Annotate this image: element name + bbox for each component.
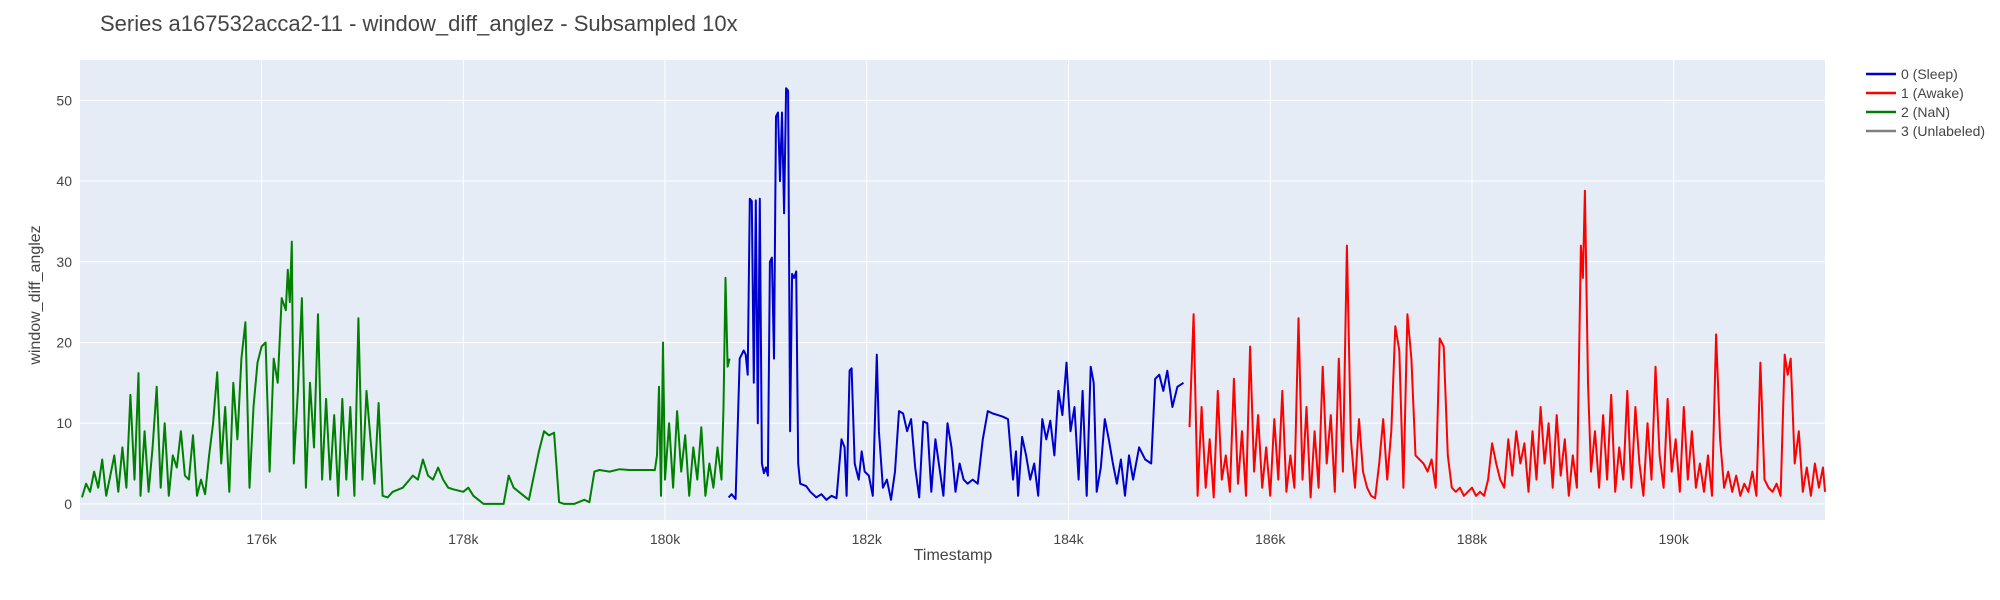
x-tick-label: 180k (650, 531, 681, 547)
x-axis: 176k 178k 180k 182k 184k 186k 188k 190k (246, 531, 1689, 547)
legend-item-1[interactable]: 1 (Awake) (1866, 85, 1964, 101)
legend[interactable]: 0 (Sleep) 1 (Awake) 2 (NaN) 3 (Unlabeled) (1866, 66, 1985, 139)
y-tick-label: 30 (56, 254, 72, 270)
series-line-1 (1188, 189, 1826, 500)
y-axis-title: window_diff_anglez (27, 225, 44, 365)
y-tick-label: 0 (64, 496, 72, 512)
legend-label: 3 (Unlabeled) (1901, 123, 1985, 139)
x-tick-label: 184k (1053, 531, 1084, 547)
x-tick-label: 176k (246, 531, 277, 547)
x-gridlines (261, 60, 1675, 520)
legend-label: 1 (Awake) (1901, 85, 1964, 101)
y-tick-label: 40 (56, 173, 72, 189)
legend-label: 0 (Sleep) (1901, 66, 1958, 82)
y-tick-label: 50 (56, 92, 72, 108)
legend-item-0[interactable]: 0 (Sleep) (1866, 66, 1958, 82)
x-tick-label: 182k (852, 531, 883, 547)
series-line-0 (727, 87, 1185, 501)
y-tick-label: 20 (56, 334, 72, 350)
y-gridlines (80, 99, 1825, 505)
series-line-2 (81, 240, 731, 505)
y-axis: 0 10 20 30 40 50 (56, 92, 72, 512)
series-layer (81, 87, 1826, 505)
legend-item-2[interactable]: 2 (NaN) (1866, 104, 1950, 120)
x-tick-label: 186k (1255, 531, 1286, 547)
x-axis-title: Timestamp (914, 547, 993, 564)
y-tick-label: 10 (56, 415, 72, 431)
x-tick-label: 188k (1457, 531, 1488, 547)
x-tick-label: 190k (1659, 531, 1690, 547)
x-tick-label: 178k (448, 531, 479, 547)
legend-item-3[interactable]: 3 (Unlabeled) (1866, 123, 1985, 139)
chart-title: Series a167532acca2-11 - window_diff_ang… (100, 11, 738, 36)
legend-label: 2 (NaN) (1901, 104, 1950, 120)
